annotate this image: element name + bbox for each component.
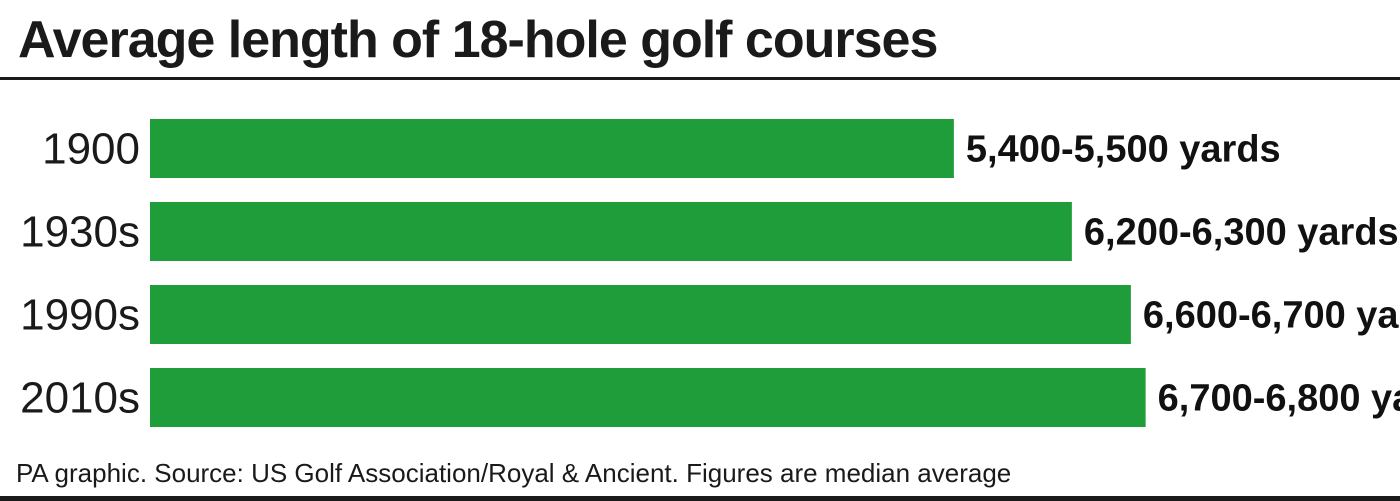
value-label-2010s: 6,700-6,800 yards <box>1158 378 1400 420</box>
value-label-1990s: 6,600-6,700 yards <box>1143 295 1400 337</box>
category-label-1900: 1900 <box>42 125 140 174</box>
category-label-2010s: 2010s <box>20 374 140 423</box>
value-label-1900: 5,400-5,500 yards <box>966 129 1281 171</box>
bottom-divider <box>0 496 1400 501</box>
value-label-1930s: 6,200-6,300 yards <box>1084 212 1399 254</box>
category-label-1990s: 1990s <box>20 291 140 340</box>
category-label-1930s: 1930s <box>20 208 140 257</box>
bar-1900 <box>150 119 954 178</box>
bar-1990s <box>150 285 1131 344</box>
bar-1930s <box>150 202 1072 261</box>
bar-chart: 1900 5,400-5,500 yards 1930s 6,200-6,300 ya… <box>20 119 1400 427</box>
bar-2010s <box>150 368 1146 427</box>
chart-title: Average length of 18-hole golf courses <box>18 11 938 69</box>
source-footnote: PA graphic. Source: US Golf Association/… <box>16 458 1012 488</box>
top-divider <box>0 77 1400 80</box>
